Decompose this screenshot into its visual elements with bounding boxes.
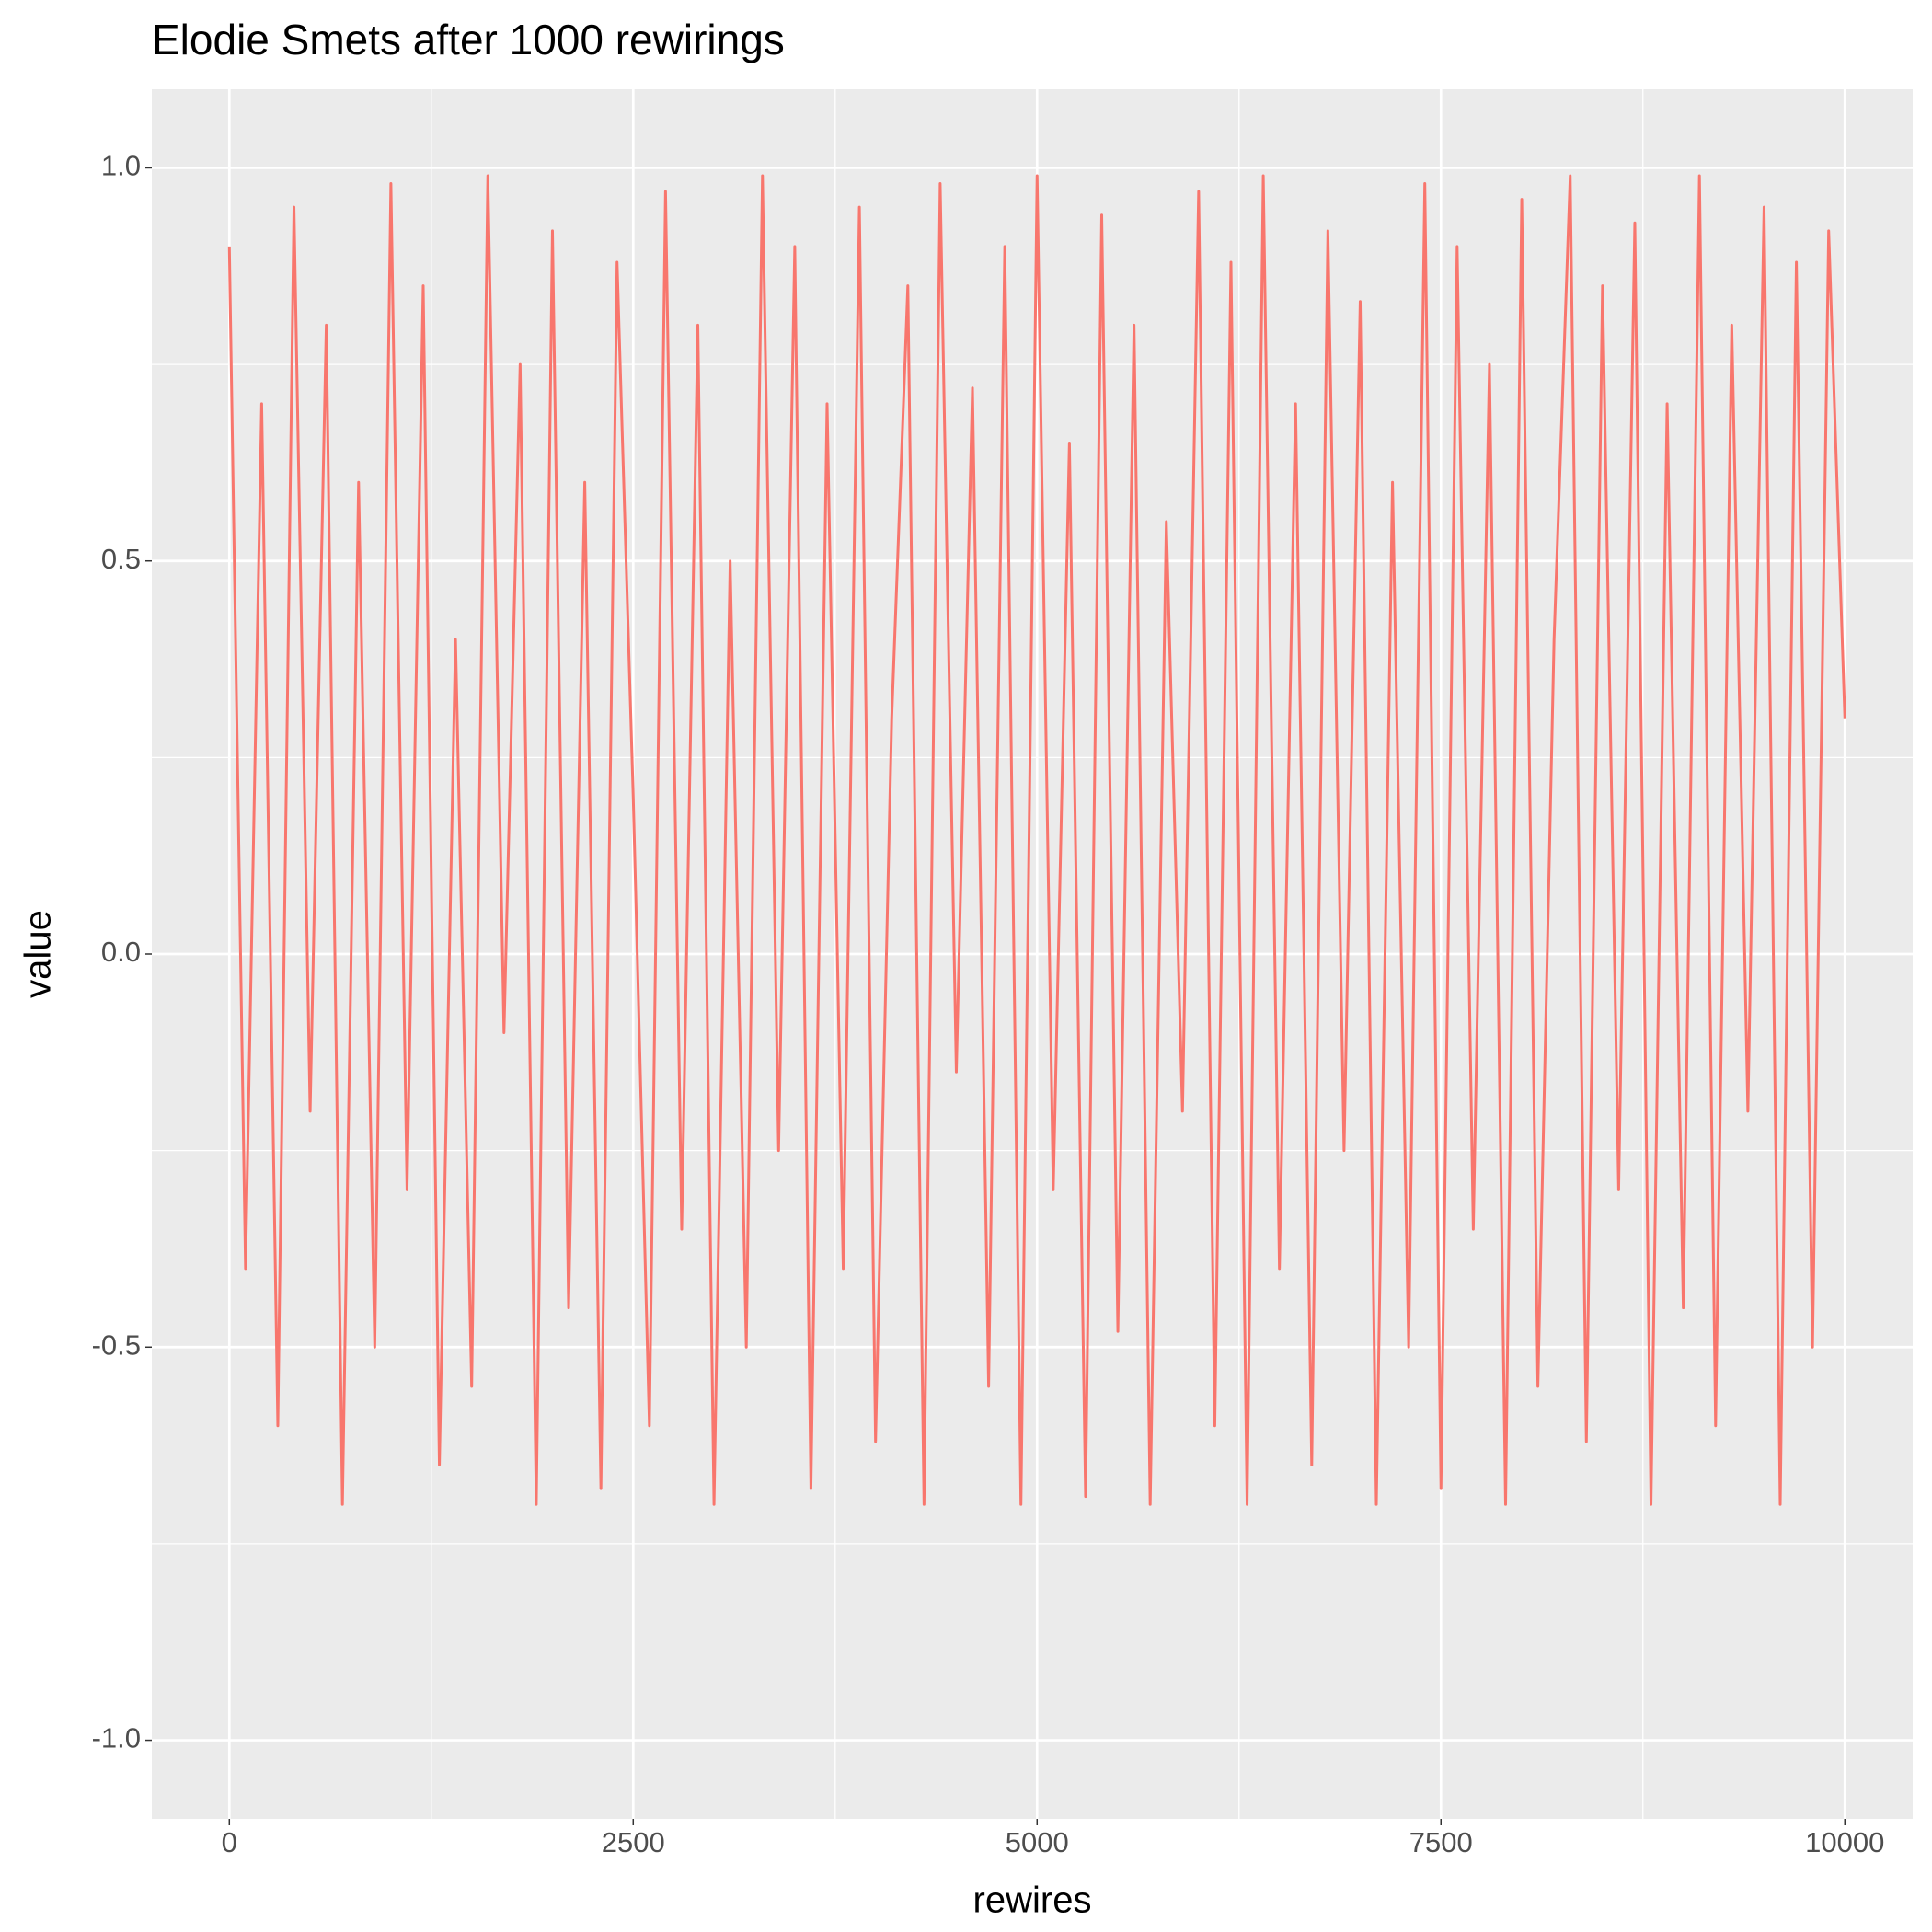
y-tick-label: 0.0	[101, 936, 141, 968]
x-axis-title: rewires	[973, 1880, 1092, 1921]
y-tick-label: -0.5	[92, 1328, 141, 1361]
x-tick-label: 2500	[602, 1826, 665, 1858]
data-line	[227, 174, 1846, 1506]
x-tick-label: 5000	[1006, 1826, 1069, 1858]
y-tick-label: 1.0	[101, 150, 141, 182]
x-tick-label: 7500	[1409, 1826, 1473, 1858]
chart-title: Elodie Smets after 1000 rewirings	[152, 16, 785, 63]
x-tick-label: 10000	[1805, 1826, 1884, 1858]
y-axis-title: value	[18, 910, 59, 998]
y-tick-label: -1.0	[92, 1722, 141, 1754]
y-tick-label: 0.5	[101, 543, 141, 575]
x-tick-label: 0	[222, 1826, 237, 1858]
